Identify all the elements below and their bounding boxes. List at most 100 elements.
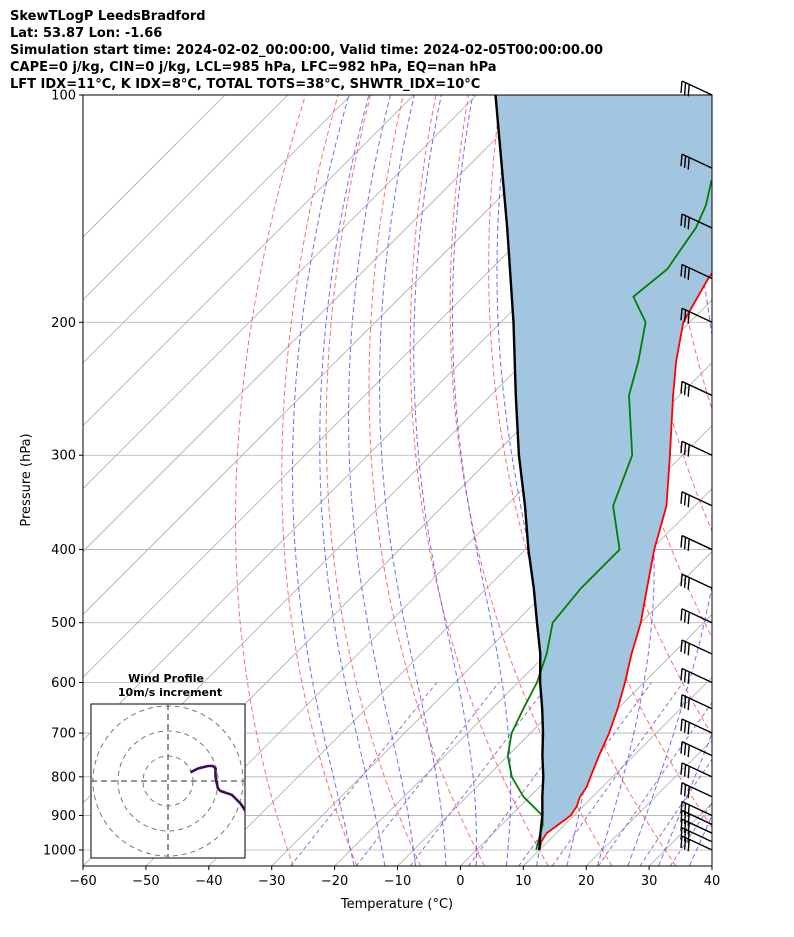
wind-barb: [680, 818, 713, 835]
isotherm--120: [83, 95, 477, 490]
wind-barb: [680, 440, 713, 457]
wind-barb: [680, 782, 713, 799]
temperature-line: [538, 271, 712, 851]
moist-adiabat--15: [319, 95, 386, 866]
dry-adiabat--30: [235, 95, 306, 866]
wind-barb: [680, 491, 713, 508]
hodograph-title: Wind Profile: [128, 672, 204, 685]
x-tick-label: 40: [704, 874, 721, 889]
wind-barbs: [680, 80, 713, 852]
y-tick-label: 700: [51, 727, 76, 742]
x-tick-label: 20: [578, 874, 595, 889]
isotherm-50: [775, 95, 794, 866]
isotherm--20: [334, 488, 712, 866]
y-tick-label: 500: [51, 616, 76, 631]
dry-adiabat--10: [325, 95, 422, 866]
dewpoint-line: [506, 178, 712, 851]
moist-adiabat-5: [451, 95, 512, 866]
isotherm--140: [83, 95, 352, 364]
mixing-ratio-24: [639, 758, 712, 866]
cin-shading: [495, 95, 712, 850]
x-tick-label: −20: [321, 874, 348, 889]
y-tick-label: 300: [51, 449, 76, 464]
wind-barb: [680, 639, 713, 656]
wind-barb: [680, 741, 713, 758]
mixing-ratio-16: [597, 701, 712, 866]
wind-barb: [680, 80, 713, 97]
wind-barb: [680, 263, 713, 280]
mixing-ratio-4: [468, 682, 605, 866]
mixing-ratio-2: [409, 682, 551, 866]
moist-adiabat-50: [783, 95, 794, 866]
cape-cin-shade: [495, 95, 712, 850]
wind-barb: [680, 827, 713, 844]
dry-adiabat-20: [449, 95, 613, 866]
dry-adiabat-110: [762, 95, 794, 866]
x-tick-label: 30: [641, 874, 658, 889]
x-tick-label: −40: [195, 874, 222, 889]
axis-ticks: −60 −50 −40 −30 −20 −10 0 10 20 30 40 1000 900 800 700…: [43, 89, 720, 890]
isotherm--10: [397, 550, 712, 866]
moist-adiabat-10: [496, 95, 551, 866]
hodograph-inset: Wind Profile 10m/s increment: [90, 672, 246, 859]
hodograph-trace: [189, 764, 245, 812]
location-line: Lat: 53.87 Lon: -1.66: [10, 26, 163, 41]
wind-barb: [680, 718, 713, 735]
wind-barb: [680, 153, 713, 170]
moist-adiabat-45: [752, 95, 794, 866]
y-tick-label: 600: [51, 676, 76, 691]
wind-barb: [680, 800, 713, 817]
moist-adiabat--5: [379, 95, 447, 866]
y-tick-label: 100: [51, 89, 76, 104]
isotherm--110: [83, 95, 540, 553]
mixing-ratio-7: [518, 682, 653, 866]
x-tick-label: −30: [258, 874, 285, 889]
y-tick-label: 800: [51, 770, 76, 785]
moist-adiabat-0: [413, 95, 477, 866]
isotherm--100: [83, 95, 603, 615]
wind-barb: [680, 213, 713, 230]
moist-adiabat--10: [348, 95, 416, 866]
isotherm-40: [711, 865, 712, 866]
x-axis-label: Temperature (°C): [340, 897, 453, 912]
y-tick-label: 1000: [43, 844, 76, 859]
wind-barb: [680, 667, 713, 684]
isotherm--150: [83, 95, 289, 301]
cape-line: CAPE=0 j/kg, CIN=0 j/kg, LCL=985 hPa, LF…: [10, 60, 497, 75]
chart-title: SkewTLogP LeedsBradford: [10, 9, 206, 24]
mixing-ratio-0.4: [290, 682, 438, 866]
hodograph-subtitle: 10m/s increment: [118, 686, 222, 699]
wind-barb: [680, 694, 713, 711]
mixing-ratio-32: [669, 802, 712, 866]
time-line: Simulation start time: 2024-02-02_00:00:…: [10, 43, 603, 58]
x-tick-label: 0: [456, 874, 464, 889]
y-tick-label: 200: [51, 316, 76, 331]
mixing-ratio-10: [551, 682, 684, 866]
mixing-ratio-1: [355, 682, 500, 866]
dry-adiabat-80: [663, 95, 712, 411]
isotherm-10: [523, 676, 712, 866]
moist-adiabat--20: [292, 95, 355, 866]
x-tick-label: −50: [132, 874, 159, 889]
wind-barb: [680, 573, 713, 590]
wind-barb: [680, 380, 713, 397]
isotherm--160: [83, 95, 226, 238]
dry-adiabat-0: [368, 95, 485, 866]
moist-adiabat-25: [627, 95, 712, 866]
x-tick-label: −60: [69, 874, 96, 889]
y-axis-label: Pressure (hPa): [19, 433, 34, 526]
wind-barb: [680, 307, 713, 324]
wind-barb: [680, 608, 713, 625]
dry-adiabat-100: [729, 95, 794, 866]
moist-adiabat-40: [720, 95, 794, 866]
chart-header: SkewTLogP LeedsBradford Lat: 53.87 Lon: …: [10, 8, 603, 93]
wind-barb: [680, 809, 713, 826]
y-tick-label: 900: [51, 809, 76, 824]
wind-barb: [680, 534, 713, 551]
hodo-ring-20: [117, 730, 219, 832]
dry-adiabat--20: [281, 95, 358, 866]
y-tick-label: 400: [51, 543, 76, 558]
x-tick-label: 10: [515, 874, 532, 889]
isotherm--130: [83, 95, 414, 427]
